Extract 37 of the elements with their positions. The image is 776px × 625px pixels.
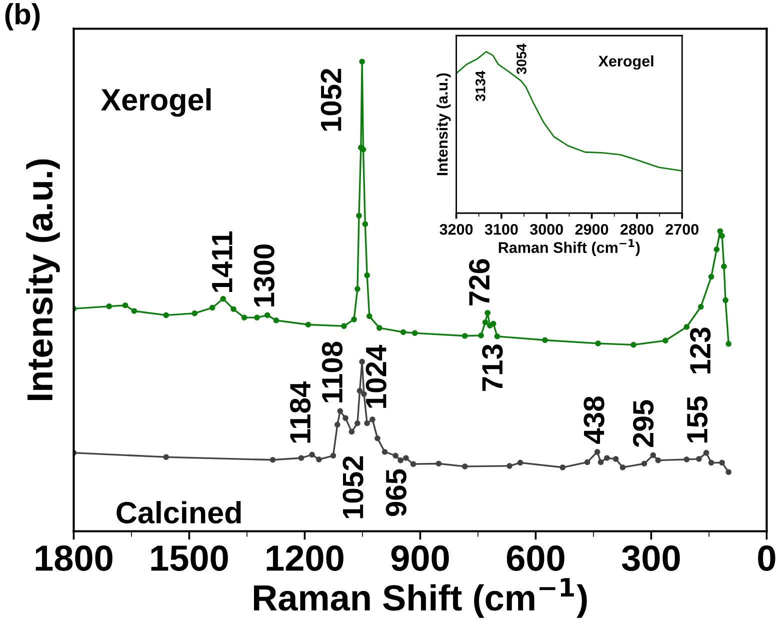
annotation: 295 [632, 400, 654, 448]
series-label: Calcined [116, 501, 241, 524]
x-tick-label: 2800 [620, 224, 654, 235]
annotation: 713 [482, 344, 503, 391]
y-axis-title: Intensity (a.u.) [26, 159, 60, 400]
annotation: 726 [468, 259, 490, 306]
annotation: 3134 [475, 70, 486, 102]
x-tick-label: 0 [758, 545, 776, 571]
x-tick-label: 2900 [575, 224, 608, 235]
x-tick-label: 900 [391, 545, 449, 571]
annotation: 155 [687, 396, 708, 442]
y-axis-title: Intensity (a.u.) [436, 73, 451, 176]
text: (b) [5, 3, 40, 30]
x-tick-label: 3100 [484, 224, 518, 235]
x-axis-title: Raman Shift (cm$^{−1}$) [498, 239, 640, 256]
x-tick-label: 300 [622, 545, 680, 572]
x-tick-label: 2700 [666, 224, 698, 235]
annotation: 438 [584, 396, 604, 444]
x-tick-label: 1200 [266, 545, 344, 571]
annotation: 3054 [516, 44, 526, 74]
text: Xerogel [598, 55, 654, 70]
annotation: 1300 [254, 244, 274, 306]
x-tick-label: 3000 [530, 224, 563, 235]
x-tick-label: 3200 [440, 224, 473, 235]
x-tick-label: 600 [506, 545, 564, 571]
annotation: 965 [386, 469, 406, 516]
annotation: 123 [690, 328, 711, 374]
annotation: 1052 [320, 68, 342, 131]
annotation: 1052 [342, 456, 364, 518]
x-tick-label: 1800 [36, 545, 112, 571]
annotation: 1024 [366, 344, 386, 408]
x-axis-title: Raman Shift (cm$^{−1}$) [254, 578, 587, 618]
annotation: 1411 [212, 231, 232, 292]
annotation: Xerogel [100, 88, 211, 117]
annotation: 1108 [322, 342, 343, 402]
annotation: 1184 [290, 381, 311, 443]
x-tick-label: 1500 [151, 545, 228, 571]
